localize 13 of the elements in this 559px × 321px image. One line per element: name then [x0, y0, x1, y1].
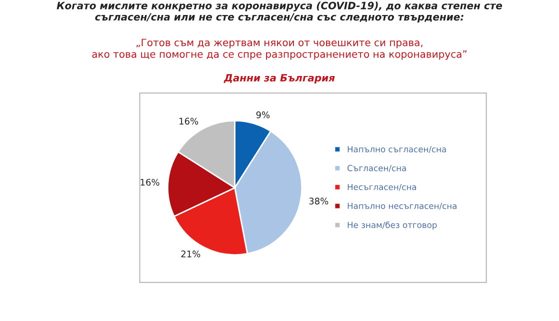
data-label: 16%	[140, 178, 160, 186]
text: Данни за България	[224, 74, 335, 84]
legend-label: Несъгласен/сна	[348, 184, 416, 191]
data-label: 9%	[256, 111, 270, 118]
legend-label: Напълно съгласен/сна	[348, 146, 446, 153]
data-label: 16%	[180, 118, 198, 125]
chart-subtitle: „Готов съм да жертвам някои от човешките си права, ако това ще помогне да се спре разпространението на коронавируса”	[92, 38, 466, 60]
legend-label: Напълно несъгласен/сна	[348, 202, 456, 210]
legend-label: Не знам/без отговор	[348, 221, 437, 230]
legend-label: Съгласен/сна	[347, 164, 406, 172]
chart-title: Когато мислите конкретно за коронавируса (COVID-19), до каква степен сте съгласен/сна или не сте съгласен/сна със следното твърдение:	[56, 2, 502, 23]
data-label: 38%	[309, 198, 328, 204]
data-label: 21%	[181, 250, 200, 258]
